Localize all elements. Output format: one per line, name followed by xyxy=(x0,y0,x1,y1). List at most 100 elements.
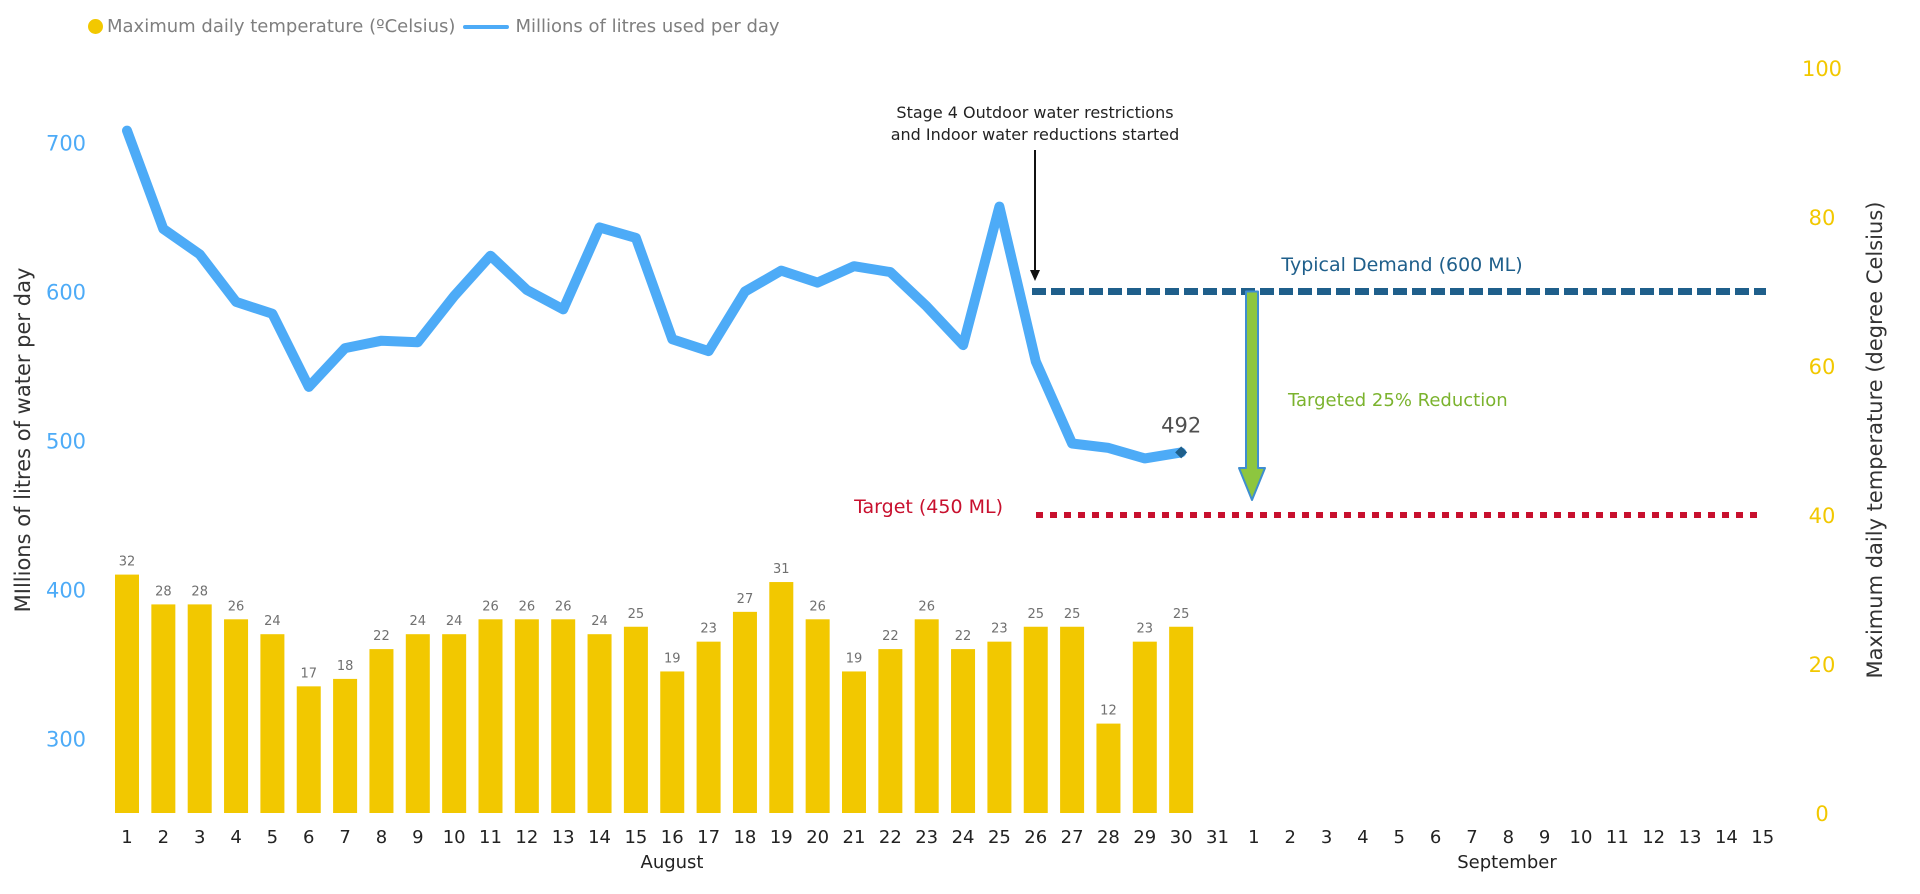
x-axis-tick: 24 xyxy=(952,827,975,848)
month-label-august: August xyxy=(641,852,704,873)
legend-item-water[interactable]: Millions of litres used per day xyxy=(455,16,780,37)
temperature-bar xyxy=(115,574,139,813)
temperature-bar xyxy=(405,634,430,813)
temperature-bar xyxy=(151,604,176,813)
legend-label-water: Millions of litres used per day xyxy=(515,16,780,37)
x-axis-tick: 10 xyxy=(1570,827,1593,848)
temperature-bar-label: 23 xyxy=(991,622,1008,637)
temperature-bar-label: 24 xyxy=(446,614,463,629)
temperature-bar xyxy=(224,619,249,813)
temperature-bar xyxy=(1169,626,1194,813)
x-axis-tick: 31 xyxy=(1206,827,1229,848)
temperature-bar-label: 26 xyxy=(482,599,499,614)
temperature-bar-label: 28 xyxy=(155,584,172,599)
x-axis-tick: 12 xyxy=(515,827,538,848)
temperature-bar-label: 24 xyxy=(410,614,427,629)
legend-item-temperature[interactable]: Maximum daily temperature (ºCelsius) xyxy=(88,16,455,37)
x-axis-tick: 6 xyxy=(303,827,314,848)
temperature-bar xyxy=(333,678,358,813)
temperature-bar-label: 22 xyxy=(882,629,899,644)
x-axis-tick: 4 xyxy=(230,827,241,848)
temperature-bar xyxy=(1023,626,1048,813)
temperature-bar-label: 26 xyxy=(918,599,935,614)
x-axis-tick: 30 xyxy=(1170,827,1193,848)
temperature-bar xyxy=(660,671,685,813)
right-axis-label: Maximum daily temperature (degree Celsiu… xyxy=(1863,202,1887,679)
right-axis-tick: 80 xyxy=(1809,206,1836,230)
x-axis-tick: 18 xyxy=(733,827,756,848)
left-axis: 300 400 500 600 700 xyxy=(46,132,86,752)
right-axis-tick: 60 xyxy=(1809,355,1836,379)
temperature-bar xyxy=(1060,626,1085,813)
x-axis-tick: 29 xyxy=(1133,827,1156,848)
x-axis-tick: 3 xyxy=(194,827,205,848)
temperature-bar-label: 18 xyxy=(337,659,354,674)
temperature-bar-label: 12 xyxy=(1100,704,1117,719)
typical-demand-label: Typical Demand (600 ML) xyxy=(1280,254,1522,276)
left-axis-label: MIllions of litres of water per day xyxy=(11,268,35,613)
left-axis-tick: 300 xyxy=(46,728,86,752)
temperature-bar xyxy=(478,619,503,813)
chart-legend: Maximum daily temperature (ºCelsius) Mil… xyxy=(88,16,780,37)
reduction-arrow-icon xyxy=(1238,290,1266,501)
temperature-bar xyxy=(587,634,612,813)
temperature-bar xyxy=(769,582,794,813)
temperature-bar-label: 31 xyxy=(773,562,790,577)
x-axis-tick: 26 xyxy=(1024,827,1047,848)
x-axis-tick: 14 xyxy=(1715,827,1738,848)
temperature-bars xyxy=(115,574,1194,813)
annotation-line-1: Stage 4 Outdoor water restrictions xyxy=(896,103,1173,122)
month-label-september: September xyxy=(1457,852,1557,873)
temperature-bar xyxy=(514,619,539,813)
water-usage-line xyxy=(122,125,1187,464)
temperature-bar-label: 27 xyxy=(737,592,754,607)
temperature-bar-label: 26 xyxy=(519,599,536,614)
legend-line-icon xyxy=(463,24,510,29)
temperature-bar xyxy=(842,671,866,813)
temperature-bar xyxy=(260,634,285,813)
temperature-bar xyxy=(1096,723,1121,813)
temperature-bar xyxy=(878,649,903,813)
x-axis-tick: 2 xyxy=(158,827,169,848)
x-axis-tick: 22 xyxy=(879,827,902,848)
x-axis-tick: 11 xyxy=(479,827,502,848)
target-label: Target (450 ML) xyxy=(853,496,1003,518)
x-axis-tick: 13 xyxy=(1679,827,1702,848)
x-axis-tick: 2 xyxy=(1284,827,1295,848)
legend-dot-icon xyxy=(88,19,103,34)
end-value-label: 492 xyxy=(1161,413,1201,437)
temperature-bar-label: 24 xyxy=(264,614,281,629)
x-axis-tick: 15 xyxy=(1751,827,1774,848)
x-axis-tick: 20 xyxy=(806,827,829,848)
x-axis-tick: 17 xyxy=(697,827,720,848)
x-axis-tick: 13 xyxy=(552,827,575,848)
x-axis-tick: 9 xyxy=(412,827,423,848)
x-axis-tick: 4 xyxy=(1357,827,1368,848)
x-axis-tick: 11 xyxy=(1606,827,1629,848)
annotations: Targeted 25% Reduction Typical Demand (60… xyxy=(853,103,1523,518)
annotation-line-2: and Indoor water reductions started xyxy=(891,125,1180,144)
x-axis-tick: 10 xyxy=(443,827,466,848)
temperature-bar-label: 32 xyxy=(119,555,136,570)
temperature-bar-label: 22 xyxy=(955,629,972,644)
temperature-bar-label: 26 xyxy=(809,599,826,614)
temperature-bar-label: 24 xyxy=(591,614,608,629)
temperature-bar-label: 25 xyxy=(1173,607,1190,622)
x-axis-tick: 19 xyxy=(770,827,793,848)
x-axis-tick: 5 xyxy=(1394,827,1405,848)
reference-lines xyxy=(1032,288,1766,518)
temperature-bar xyxy=(987,641,1012,813)
x-axis-tick: 23 xyxy=(915,827,938,848)
temperature-bar xyxy=(187,604,212,813)
x-axis-tick: 25 xyxy=(988,827,1011,848)
temperature-bar-label: 19 xyxy=(664,651,681,666)
x-axis-tick: 27 xyxy=(1061,827,1084,848)
temperature-bar xyxy=(805,619,830,813)
x-axis: 1 2 3 4 5 6 7 8 9 10 11 12 13 14 15 16 17 18 19 20 21 22 23 24 2… xyxy=(121,827,1774,848)
right-axis-tick: 0 xyxy=(1815,802,1828,826)
temperature-bar xyxy=(1132,641,1157,813)
temperature-bar xyxy=(442,634,467,813)
reduction-label: Targeted 25% Reduction xyxy=(1287,390,1508,411)
x-axis-tick: 9 xyxy=(1539,827,1550,848)
temperature-bar-label: 28 xyxy=(191,584,208,599)
